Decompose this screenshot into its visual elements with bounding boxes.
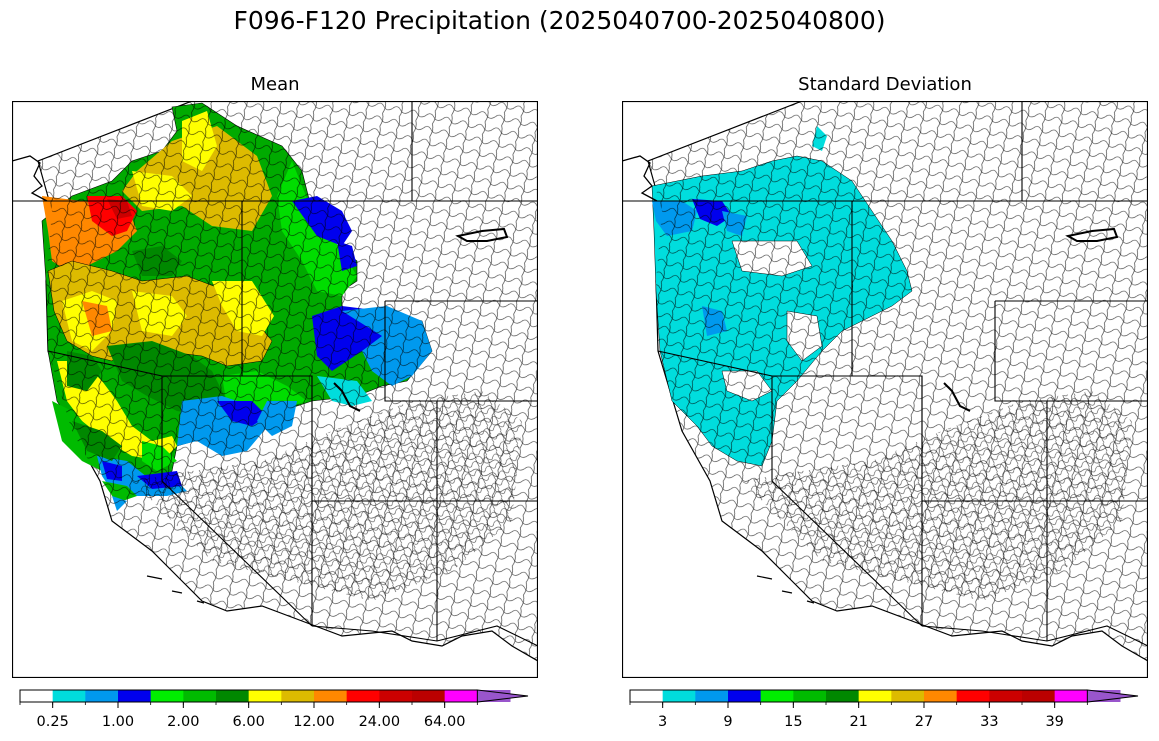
mean-colorbar-segment: [150, 690, 184, 702]
mean-colorbar-segment: [248, 690, 282, 702]
stddev-colorbar-segment: [891, 690, 925, 702]
mean-colorbar-segment: [216, 690, 250, 702]
stddev-colorbar-segment: [858, 690, 892, 702]
mean-colorbar-tick-label: 0.25: [37, 714, 69, 730]
mean-state-borders: [12, 101, 538, 647]
mean-colorbar-tick-label: 12.00: [293, 714, 335, 730]
stddev-colorbar-segment: [956, 690, 990, 702]
mean-colorbar-segment: [183, 690, 217, 702]
mean-panel-title: Mean: [250, 74, 300, 95]
stddev-colorbar-segment: [695, 690, 729, 702]
mean-colorbar-segment: [281, 690, 315, 702]
stddev-colorbar-segment: [630, 690, 664, 702]
mean-colorbar-tick-label: 2.00: [167, 714, 199, 730]
stddev-colorbar-tick-label: 15: [784, 714, 802, 730]
mean-colorbar-segment: [314, 690, 348, 702]
mean-colorbar-extend-arrow: [476, 689, 529, 703]
mean-colorbar: 0.25 1.00 2.00 6.00 12.00 24.00 64.00: [19, 689, 529, 730]
stddev-colorbar-tick-label: 33: [980, 714, 998, 730]
stddev-colorbar-tick-label: 27: [915, 714, 933, 730]
mean-colorbar-tick-label: 1.00: [102, 714, 134, 730]
mean-colorbar-segment: [412, 690, 446, 702]
stddev-colorbar-segment: [662, 690, 696, 702]
stddev-colorbar-segment: [760, 690, 794, 702]
stddev-colorbar-segment: [793, 690, 827, 702]
mean-map: [12, 101, 538, 678]
stddev-colorbar-segment: [989, 690, 1023, 702]
stddev-colorbar-extend-arrow: [1086, 689, 1139, 703]
mean-colorbar-segment: [52, 690, 86, 702]
stddev-colorbar-segment: [826, 690, 860, 702]
mean-colorbar-tick-label: 64.00: [424, 714, 466, 730]
stddev-colorbar-segment: [1054, 690, 1088, 702]
mean-colorbar-segment: [444, 690, 478, 702]
mean-colorbar-segment: [85, 690, 119, 702]
stddev-colorbar-tick-label: 39: [1045, 714, 1063, 730]
stddev-colorbar-tick-label: 3: [658, 714, 667, 730]
mean-colorbar-segment: [346, 690, 380, 702]
stddev-panel-title: Standard Deviation: [798, 74, 972, 95]
stddev-colorbar-segment: [1022, 690, 1056, 702]
mean-colorbar-segment: [118, 690, 152, 702]
stddev-colorbar-tick-label: 21: [849, 714, 867, 730]
stddev-colorbar-tick-label: 9: [723, 714, 732, 730]
mean-colorbar-segment: [379, 690, 413, 702]
stddev-state-borders: [622, 101, 1148, 647]
stddev-map: [622, 101, 1148, 678]
mean-colorbar-tick-label: 6.00: [233, 714, 265, 730]
mean-colorbar-tick-label: 24.00: [359, 714, 401, 730]
stddev-colorbar-segment: [728, 690, 762, 702]
stddev-colorbar: 3 9 15 21 27 33 39: [629, 689, 1139, 730]
mean-colorbar-segment: [20, 690, 54, 702]
figure-title: F096-F120 Precipitation (2025040700-2025…: [233, 6, 886, 35]
stddev-colorbar-segment: [924, 690, 958, 702]
